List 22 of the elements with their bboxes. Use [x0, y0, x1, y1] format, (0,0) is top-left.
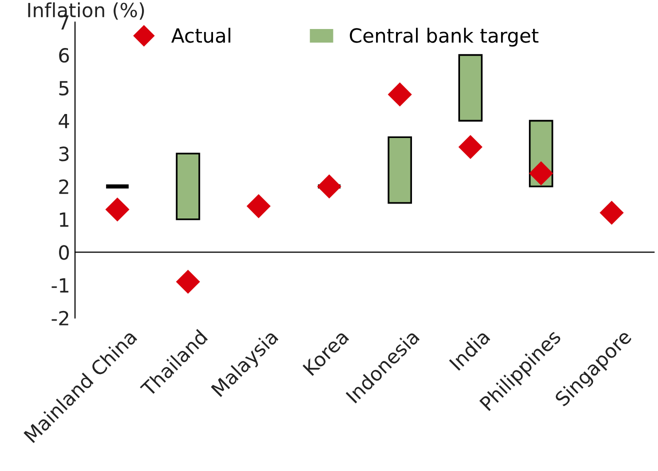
y-tick-label: 1 [60, 212, 68, 227]
y-tick-label: 6 [59, 48, 69, 63]
bar [388, 136, 412, 204]
point [176, 270, 200, 294]
point [317, 174, 342, 198]
y-tick-label: -2 [52, 310, 68, 326]
point [246, 194, 271, 218]
legend-label: Central bank target [350, 28, 538, 47]
y-tick-label: -1 [52, 278, 68, 292]
y-tick-label: 2 [59, 179, 68, 194]
point [600, 200, 624, 225]
point [529, 161, 554, 186]
bar [458, 54, 483, 122]
bar [176, 152, 200, 220]
y-tick-label: 3 [59, 146, 69, 162]
y-tick-label: 4 [58, 114, 70, 128]
point [105, 197, 130, 222]
point [458, 134, 482, 160]
legend-label: Actual [171, 28, 230, 43]
y-tick-label: 0 [59, 245, 69, 260]
y-tick-label: 5 [59, 81, 68, 96]
point [388, 82, 412, 106]
